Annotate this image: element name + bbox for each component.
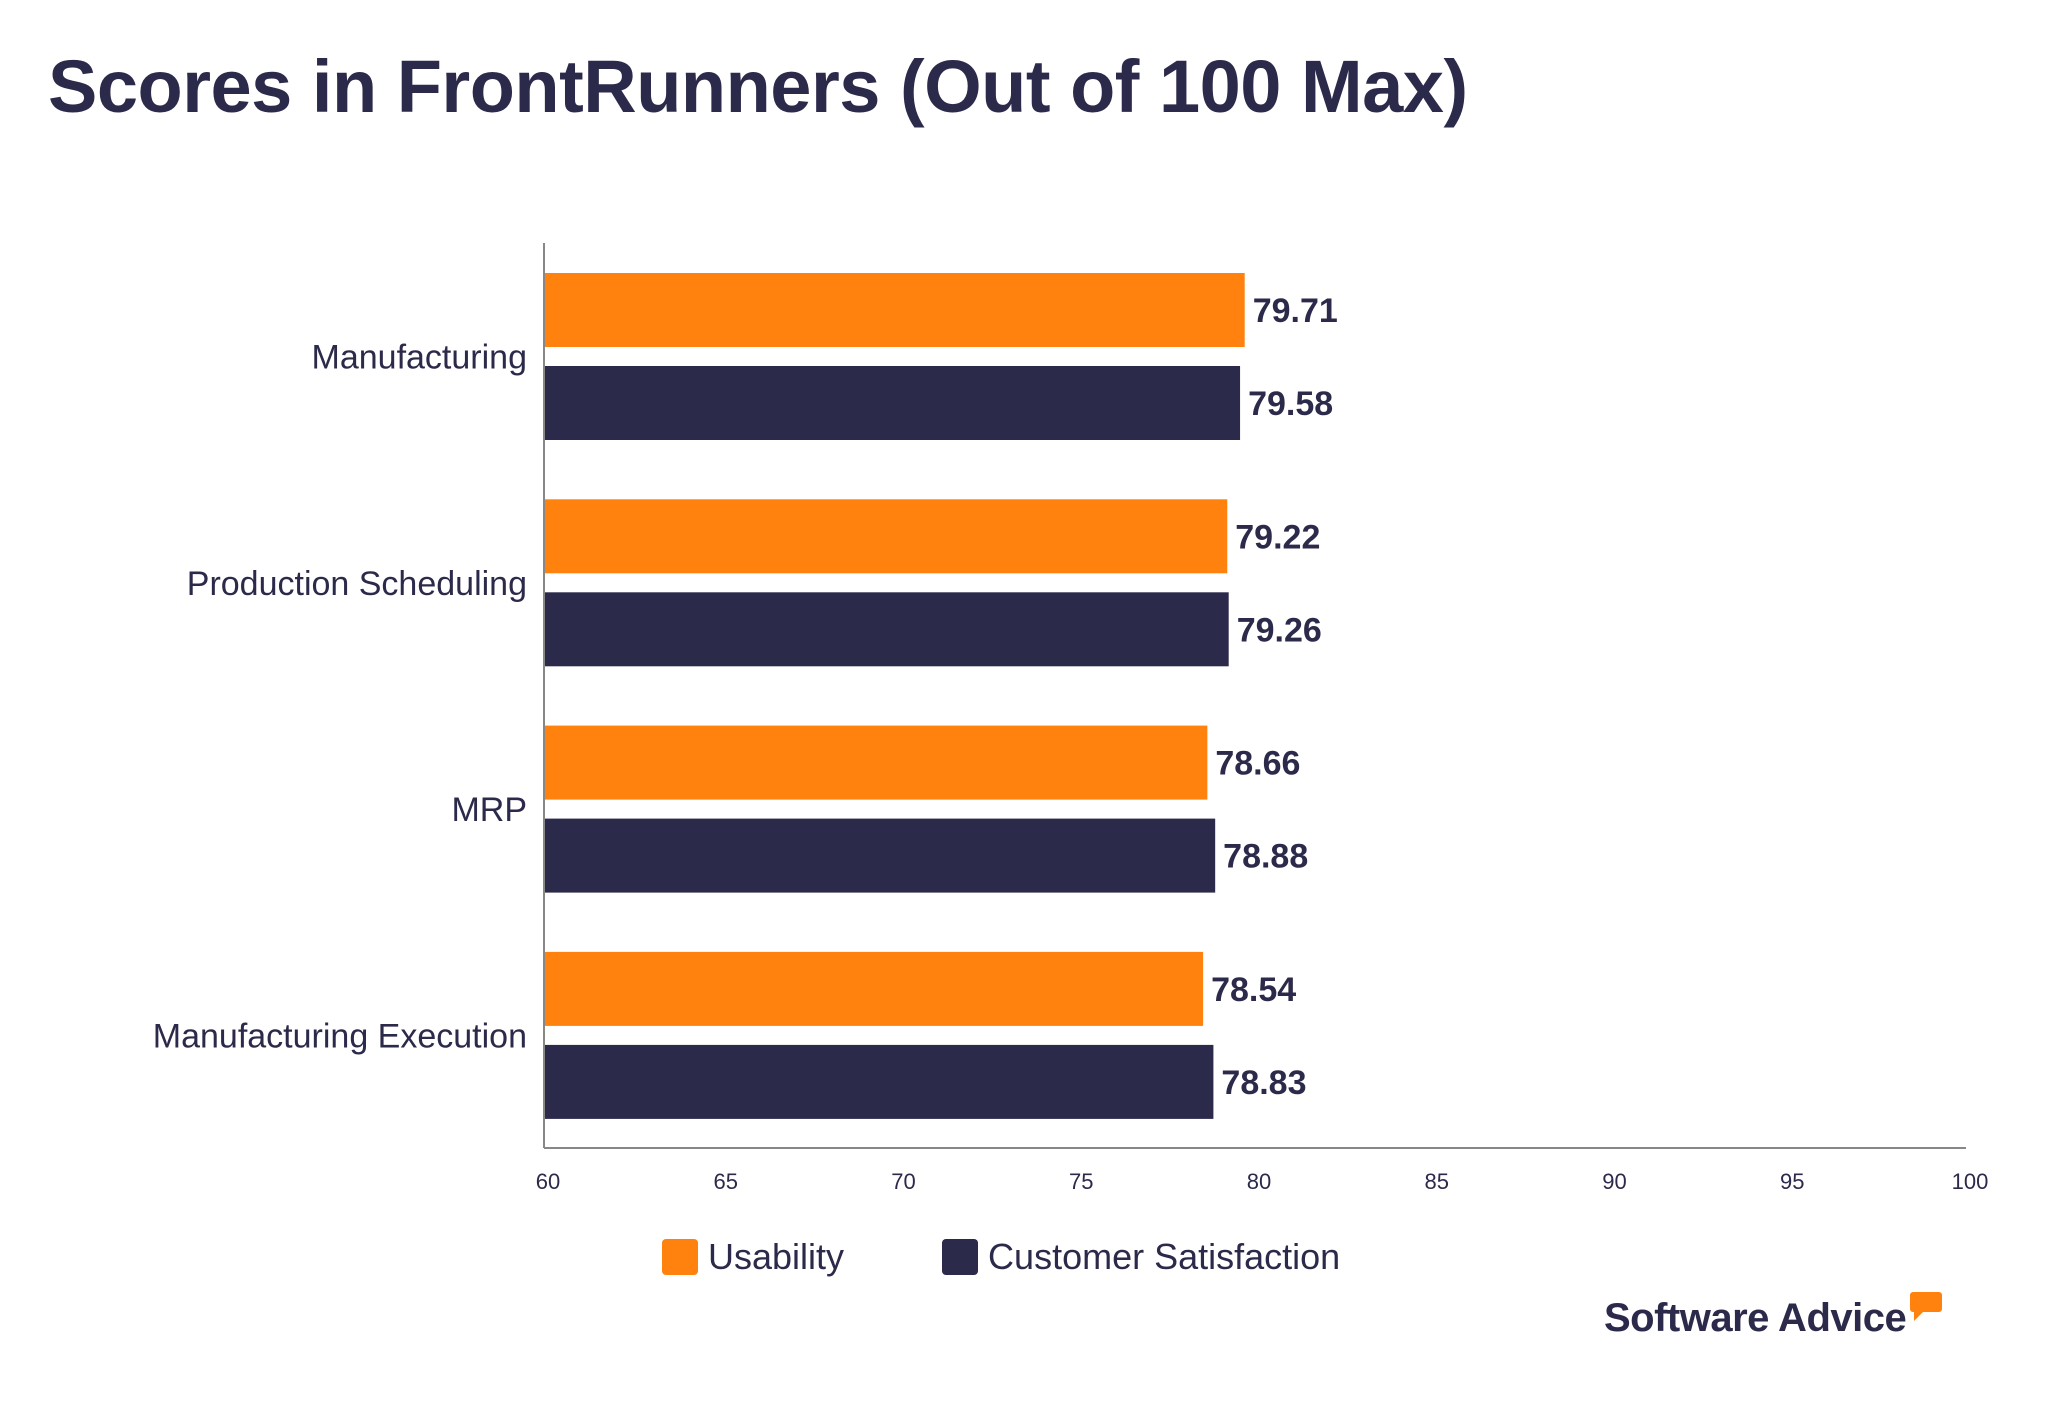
x-tick-label: 70 <box>891 1169 915 1194</box>
data-label: 78.83 <box>1221 1064 1306 1102</box>
bar-usability <box>545 725 1208 800</box>
data-label: 78.66 <box>1215 745 1300 783</box>
legend-label: Usability <box>708 1236 845 1277</box>
legend-swatch-customer-satisfaction <box>942 1239 979 1275</box>
legend-swatch-usability <box>662 1239 698 1275</box>
legend: Usability Customer Satisfaction <box>662 1236 1438 1278</box>
data-label: 79.26 <box>1237 611 1322 649</box>
x-tick-label: 95 <box>1780 1169 1804 1194</box>
bar-customer-satisfaction <box>545 366 1241 440</box>
data-label: 78.54 <box>1211 971 1296 1009</box>
x-tick-label: 90 <box>1602 1169 1626 1194</box>
speech-bubble-icon <box>1910 1292 1943 1321</box>
x-tick-label: 60 <box>536 1169 560 1194</box>
category-label: Manufacturing Execution <box>153 1017 527 1055</box>
x-tick-label: 80 <box>1247 1169 1271 1194</box>
bar-customer-satisfaction <box>545 1044 1214 1119</box>
chart-title: Scores in FrontRunners (Out of 100 Max) <box>48 45 1468 128</box>
logo-text: Software Advice <box>1604 1296 1907 1340</box>
software-advice-logo: Software Advice <box>1604 1292 1943 1341</box>
bar-usability <box>545 951 1204 1026</box>
x-tick-label: 65 <box>714 1169 738 1194</box>
data-label: 78.88 <box>1223 838 1308 876</box>
data-label: 79.22 <box>1235 518 1320 556</box>
bar-usability <box>545 499 1228 574</box>
legend-label: Customer Satisfaction <box>988 1236 1341 1277</box>
data-label: 79.71 <box>1253 292 1338 330</box>
category-label: Production Scheduling <box>187 565 527 603</box>
data-label: 79.58 <box>1248 385 1333 423</box>
bar-customer-satisfaction <box>545 592 1229 667</box>
x-tick-label: 85 <box>1425 1169 1449 1194</box>
bar-usability <box>545 273 1245 347</box>
legend-item-customer-satisfaction: Customer Satisfaction <box>942 1236 1340 1278</box>
category-label: Manufacturing <box>312 339 527 377</box>
category-label: MRP <box>451 791 527 829</box>
x-tick-label: 100 <box>1952 1169 1989 1194</box>
legend-item-usability: Usability <box>662 1236 844 1278</box>
bar-customer-satisfaction <box>545 818 1216 893</box>
x-tick-label: 75 <box>1069 1169 1093 1194</box>
